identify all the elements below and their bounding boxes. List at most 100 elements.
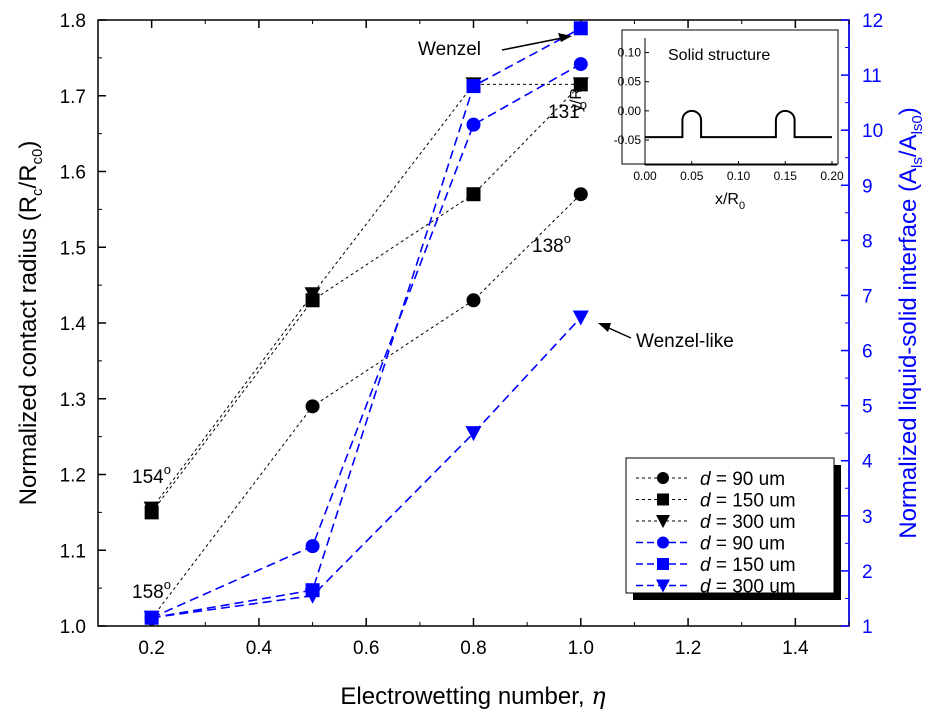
series-line [151, 193, 582, 619]
marker-square [573, 21, 588, 36]
series-right-square [144, 21, 588, 625]
legend-label-d: d [700, 512, 712, 533]
marker-square [466, 187, 481, 202]
marker-triangle-down [304, 287, 321, 303]
series-left-square [144, 77, 588, 520]
legend-label-d: d [700, 534, 712, 555]
legend-items: d = 90 umd = 150 umd = 300 umd = 90 umd … [636, 469, 796, 598]
series-left-circle [144, 187, 588, 626]
y-right-tick-label: 9 [862, 176, 873, 197]
legend-label-rest: = 90 um [711, 534, 785, 555]
legend-label: d = 300 um [700, 577, 796, 598]
marker-triangle-down [465, 426, 482, 442]
y-left-tick-label: 1.4 [60, 314, 87, 335]
inset-y-label: y/R0 [568, 82, 589, 112]
series-line [151, 316, 582, 619]
y-left-axis-label: Normalized contact radius (Rc/Rc0) [15, 141, 46, 506]
marker-circle [466, 117, 481, 132]
series-line [151, 27, 582, 619]
inset-title: Solid structure [668, 47, 770, 64]
annotation-131: 131o [548, 97, 587, 123]
y-left-tick-label: 1.3 [60, 390, 86, 411]
inset-y-tick-label: 0.00 [618, 104, 642, 118]
series-line [151, 83, 581, 509]
legend-label: d = 300 um [700, 512, 796, 533]
arrowhead-wenzel [558, 33, 572, 42]
marker-circle [573, 187, 588, 202]
legend-label-d: d [700, 577, 712, 598]
inset-x-tick-label: 0.10 [727, 169, 751, 183]
inset-x-tick-label: 0.05 [680, 169, 704, 183]
inset-x-tick-label: 0.15 [774, 169, 798, 183]
legend-item: d = 150 um [636, 555, 796, 576]
marker-square [466, 79, 481, 94]
series-line [151, 63, 582, 619]
marker-triangle-down [656, 579, 670, 593]
y-right-tick-label: 1 [862, 617, 873, 638]
marker-triangle-down [143, 610, 160, 626]
legend-label-rest: = 150 um [711, 491, 796, 512]
inset: Solid structure 0.00 0.05 0.10 0.15 0.20 -0.0… [568, 29, 844, 212]
y-left-tick-label: 1.8 [60, 11, 86, 32]
y-right-tick-label: 11 [862, 66, 882, 87]
inset-frame [621, 29, 839, 165]
annotation-wenzel: Wenzel [418, 39, 481, 60]
legend-item: d = 90 um [636, 534, 785, 555]
annotation-wenzel-like: Wenzel-like [636, 331, 734, 352]
legend-label: d = 90 um [700, 469, 785, 490]
y-right-tick-label: 6 [862, 342, 873, 363]
marker-circle [466, 293, 481, 308]
inset-y-tick-label: 0.05 [618, 75, 642, 89]
legend-label: d = 90 um [700, 534, 785, 555]
marker-circle [657, 472, 669, 484]
y-right-axis-label: Normalized liquid-solid interface (Als/A… [895, 107, 926, 539]
y-left-tick-label: 1.7 [60, 87, 86, 108]
legend-label-rest: = 300 um [711, 577, 796, 598]
inset-y-tick-label: 0.10 [618, 46, 642, 60]
y-left-tick-label: 1.0 [60, 617, 86, 638]
legend-label-d: d [700, 491, 712, 512]
x-axis-label: Electrowetting number, η [340, 682, 606, 710]
inset-x-tick-label: 0.20 [820, 169, 844, 183]
legend-item: d = 300 um [636, 512, 796, 533]
y-left-tick-label: 1.6 [60, 163, 86, 184]
y-right-tick-label: 10 [862, 121, 883, 142]
x-tick-label: 1.2 [675, 638, 701, 659]
legend: d = 90 umd = 150 umd = 300 umd = 90 umd … [625, 457, 841, 600]
legend-label-rest: = 90 um [711, 469, 785, 490]
y-right-tick-label: 8 [862, 231, 873, 252]
y-right-tick-label: 2 [862, 562, 873, 583]
marker-triangle-down [572, 77, 589, 93]
marker-circle [573, 57, 588, 72]
marker-triangle-down [572, 310, 589, 326]
x-tick-label: 0.6 [353, 638, 379, 659]
inset-x-tick-label: 0.00 [633, 169, 657, 183]
inset-y-tick-label: -0.05 [614, 133, 642, 147]
legend-label-d: d [700, 555, 712, 576]
legend-label-rest: = 300 um [711, 512, 796, 533]
marker-circle [305, 539, 320, 554]
y-right-tick-label: 5 [862, 397, 873, 418]
y-right-tick-label: 4 [862, 452, 873, 473]
marker-circle [305, 399, 320, 414]
series-layer [143, 21, 589, 626]
marker-circle [657, 536, 669, 549]
legend-label: d = 150 um [700, 491, 796, 512]
series-right-triangle-down [143, 310, 589, 626]
marker-square [657, 493, 669, 506]
x-axis-label-symbol: η [591, 682, 606, 710]
annotation-138: 138o [532, 231, 571, 257]
annotation-158: 158o [132, 577, 171, 603]
legend-label-d: d [700, 469, 712, 490]
series-line [151, 84, 582, 513]
x-axis-ticks: 0.2 0.4 0.6 0.8 1.0 1.2 1.4 [97, 20, 850, 659]
series-left-triangle-down [143, 77, 589, 517]
y-left-tick-label: 1.5 [60, 238, 86, 259]
y-right-tick-label: 3 [862, 507, 873, 528]
legend-item: d = 300 um [636, 577, 796, 598]
x-tick-label: 0.2 [138, 638, 164, 659]
y-right-tick-label: 7 [862, 286, 873, 307]
y-left-tick-label: 1.2 [60, 466, 86, 487]
